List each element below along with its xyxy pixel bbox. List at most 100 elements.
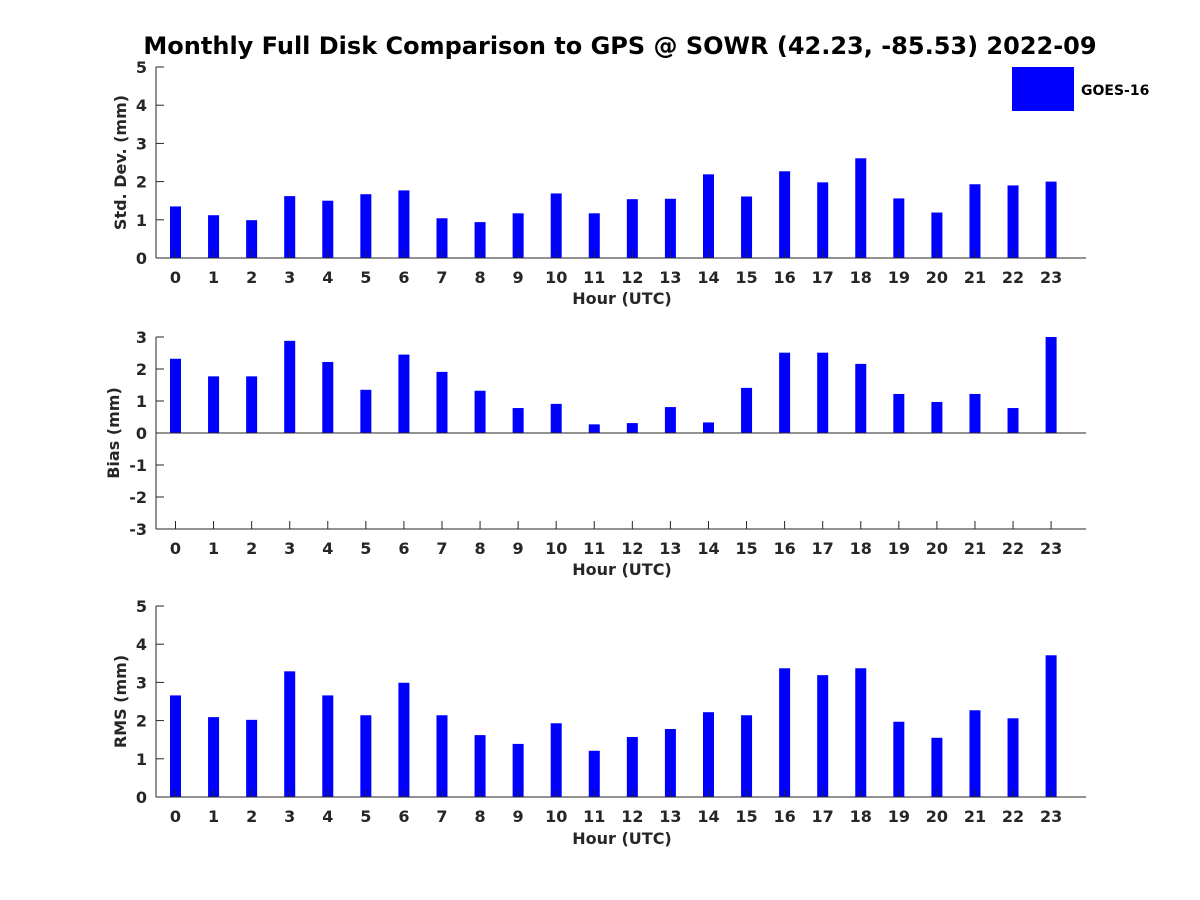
rms-bar-hour-21	[969, 710, 981, 797]
rms-bar-hour-18	[855, 668, 867, 797]
rms-xtick-label: 21	[964, 807, 986, 826]
rms-xtick-label: 6	[398, 807, 409, 826]
rms-ytick-label: 5	[136, 597, 147, 616]
bias-ytick-label: 2	[136, 360, 147, 379]
std-dev-bar-hour-12	[626, 199, 638, 258]
std-dev-xtick-label: 4	[322, 268, 333, 287]
std-dev-bar-hour-7	[436, 218, 448, 258]
bias-bar-hour-22	[1007, 408, 1019, 433]
rms-xtick-label: 14	[697, 807, 719, 826]
std-dev-bar-hour-19	[893, 198, 905, 258]
std-dev-bar-hour-18	[855, 158, 867, 258]
bias-bar-hour-3	[284, 340, 296, 433]
std-dev-xtick-label: 23	[1040, 268, 1062, 287]
std-dev-xtick-label: 8	[474, 268, 485, 287]
bias-xtick-label: 15	[735, 539, 757, 558]
std-dev-ytick-label: 5	[136, 58, 147, 77]
legend-swatch-goes16	[1012, 67, 1074, 111]
rms-bar-hour-2	[246, 719, 258, 797]
std-dev-xtick-label: 7	[436, 268, 447, 287]
bias-bar-hour-2	[246, 376, 258, 433]
std-dev-xtick-label: 17	[812, 268, 834, 287]
std-dev-xtick-label: 20	[926, 268, 948, 287]
std-dev-bar-hour-11	[588, 213, 600, 258]
std-dev-ytick-label: 1	[136, 211, 147, 230]
bias-xtick-label: 9	[513, 539, 524, 558]
rms-xtick-label: 4	[322, 807, 333, 826]
bias-bar-hour-0	[170, 358, 181, 433]
std-dev-xtick-label: 14	[697, 268, 719, 287]
bias-bar-hour-4	[322, 361, 334, 433]
rms-xtick-label: 22	[1002, 807, 1024, 826]
std-dev-bar-hour-8	[474, 222, 486, 258]
bias-ytick-label: -3	[129, 520, 147, 539]
bias-bar-hour-7	[436, 371, 448, 433]
rms-bar-hour-22	[1007, 718, 1019, 797]
bias-xtick-label: 4	[322, 539, 333, 558]
bias-ytick-label: -2	[129, 488, 147, 507]
rms-ytick-label: 1	[136, 750, 147, 769]
std-dev-bar-hour-3	[284, 196, 296, 258]
bias-ytick-label: 1	[136, 392, 147, 411]
legend-label-goes16: GOES-16	[1081, 83, 1149, 99]
rms-xtick-label: 5	[360, 807, 371, 826]
rms-xtick-label: 12	[621, 807, 643, 826]
rms-x-axis-label: Hour (UTC)	[572, 829, 672, 848]
std-dev-bar-hour-17	[817, 182, 829, 258]
bias-bar-hour-5	[360, 389, 372, 433]
std-dev-bar-hour-16	[779, 171, 791, 258]
std-dev-ytick-label: 4	[136, 96, 147, 115]
std-dev-bar-hour-14	[702, 174, 714, 258]
rms-bar-hour-1	[208, 717, 220, 797]
rms-ytick-label: 3	[136, 673, 147, 692]
bias-xtick-label: 11	[583, 539, 605, 558]
rms-bar-hour-7	[436, 715, 448, 797]
bias-xtick-label: 19	[888, 539, 910, 558]
bias-ytick-label: 3	[136, 328, 147, 347]
bias-xtick-label: 17	[812, 539, 834, 558]
rms-ytick-label: 0	[136, 788, 147, 807]
std-dev-xtick-label: 5	[360, 268, 371, 287]
rms-bar-hour-8	[474, 735, 486, 797]
std-dev-ytick-label: 2	[136, 173, 147, 192]
bias-ytick-label: -1	[129, 456, 147, 475]
bias-xtick-label: 12	[621, 539, 643, 558]
std-dev-ytick-label: 3	[136, 134, 147, 153]
bias-xtick-label: 23	[1040, 539, 1062, 558]
rms-xtick-label: 9	[513, 807, 524, 826]
bias-bar-hour-12	[626, 423, 638, 433]
std-dev-bar-hour-23	[1045, 181, 1057, 258]
bias-bar-hour-10	[550, 403, 562, 433]
std-dev-bar-hour-6	[398, 190, 410, 258]
std-dev-bar-hour-15	[741, 196, 753, 258]
bias-bar-hour-14	[702, 422, 714, 433]
bias-xtick-label: 8	[474, 539, 485, 558]
std-dev-xtick-label: 12	[621, 268, 643, 287]
rms-bar-hour-23	[1045, 655, 1057, 797]
bias-xtick-label: 3	[284, 539, 295, 558]
figure-title: Monthly Full Disk Comparison to GPS @ SO…	[143, 32, 1096, 60]
bias-xtick-label: 21	[964, 539, 986, 558]
std-dev-x-axis-label: Hour (UTC)	[572, 289, 672, 308]
rms-ytick-label: 4	[136, 635, 147, 654]
std-dev-bar-hour-22	[1007, 185, 1019, 258]
rms-xtick-label: 3	[284, 807, 295, 826]
legend: GOES-16	[1012, 67, 1149, 111]
bias-bar-hour-8	[474, 390, 486, 433]
std-dev-bar-hour-5	[360, 194, 372, 258]
bias-xtick-label: 5	[360, 539, 371, 558]
std-dev-xtick-label: 2	[246, 268, 257, 287]
std-dev-bar-hour-4	[322, 200, 334, 258]
rms-xtick-label: 19	[888, 807, 910, 826]
rms-xtick-label: 20	[926, 807, 948, 826]
rms-xtick-label: 13	[659, 807, 681, 826]
std-dev-bar-hour-10	[550, 193, 562, 258]
rms-xtick-label: 23	[1040, 807, 1062, 826]
bias-xtick-label: 22	[1002, 539, 1024, 558]
rms-xtick-label: 2	[246, 807, 257, 826]
rms-bar-hour-10	[550, 723, 562, 797]
std-dev-bar-hour-0	[170, 206, 181, 258]
std-dev-xtick-label: 0	[170, 268, 181, 287]
